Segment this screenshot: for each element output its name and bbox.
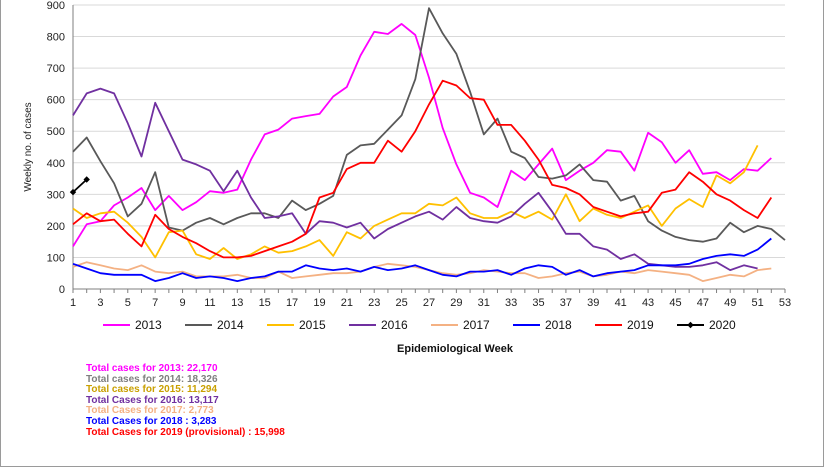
x-tick-label: 19 bbox=[313, 297, 325, 309]
x-tick-label: 23 bbox=[368, 297, 380, 309]
legend-label-2019: 2019 bbox=[627, 318, 654, 332]
legend-label-2016: 2016 bbox=[381, 318, 408, 332]
total-line: Total Cases for 2016: 13,117 bbox=[86, 394, 219, 406]
y-tick-label: 900 bbox=[47, 0, 65, 12]
x-tick-label: 21 bbox=[341, 297, 353, 309]
x-tick-label: 39 bbox=[587, 297, 599, 309]
y-tick-label: 500 bbox=[47, 126, 65, 138]
total-line: Total Cases for 2019 (provisional) : 15,… bbox=[86, 426, 285, 438]
x-tick-label: 3 bbox=[97, 297, 103, 309]
x-tick-label: 7 bbox=[152, 297, 158, 309]
legend: 2013 2014 2015 2016 2017 2018 2019 2020 bbox=[103, 318, 736, 332]
total-line: Total cases for 2015: 11,294 bbox=[86, 384, 218, 396]
x-tick-labels: 1 3 5 7 9 11 13 15 17 19 21 23 25 27 29 31 33 35 37 39 41 43 4… bbox=[70, 297, 791, 309]
legend-label-2018: 2018 bbox=[545, 318, 572, 332]
legend-label-2013: 2013 bbox=[135, 318, 162, 332]
x-tick-label: 13 bbox=[231, 297, 243, 309]
gridlines bbox=[73, 4, 785, 258]
x-tick-label: 1 bbox=[70, 297, 76, 309]
x-tick-label: 15 bbox=[259, 297, 271, 309]
x-tick-label: 53 bbox=[779, 297, 791, 309]
x-tick-label: 47 bbox=[697, 297, 709, 309]
x-tick-label: 17 bbox=[286, 297, 298, 309]
x-tick-label: 11 bbox=[204, 297, 215, 309]
x-axis-label: Epidemiological Week bbox=[397, 343, 514, 355]
legend-marker-2020 bbox=[687, 321, 694, 329]
x-tick-label: 25 bbox=[395, 297, 407, 309]
x-tick-label: 27 bbox=[423, 297, 435, 309]
x-tick-label: 41 bbox=[615, 297, 627, 309]
y-tick-label: 600 bbox=[47, 95, 65, 107]
x-tick-label: 33 bbox=[505, 297, 517, 309]
total-line: Total cases for 2013: 22,170 bbox=[86, 363, 218, 374]
x-tick-label: 37 bbox=[560, 297, 572, 309]
total-line: Total Cases for 2017: 2,773 bbox=[86, 405, 214, 417]
series-line-2013 bbox=[72, 22, 772, 247]
y-tick-label: 400 bbox=[47, 158, 65, 170]
legend-label-2014: 2014 bbox=[217, 318, 244, 332]
x-tick-label: 5 bbox=[125, 297, 131, 309]
y-tick-label: 800 bbox=[47, 32, 65, 44]
series-line-2019 bbox=[72, 79, 773, 259]
series-marker-2020 bbox=[69, 188, 77, 196]
totals-summary: Total cases for 2013: 22,170 Total cases … bbox=[86, 363, 285, 438]
x-tick-label: 29 bbox=[450, 297, 462, 309]
y-tick-label: 100 bbox=[47, 252, 65, 264]
x-tick-label: 43 bbox=[642, 297, 654, 309]
x-tick-label: 9 bbox=[179, 297, 185, 309]
axes bbox=[72, 5, 786, 293]
legend-label-2020: 2020 bbox=[709, 318, 736, 332]
y-tick-label: 700 bbox=[47, 63, 65, 75]
legend-label-2017: 2017 bbox=[463, 318, 490, 332]
total-line: Total Cases for 2018 : 3,283 bbox=[86, 415, 217, 427]
y-axis-label: Weekly no. of cases bbox=[23, 102, 34, 191]
x-tick-label: 35 bbox=[532, 297, 544, 309]
y-tick-label: 0 bbox=[59, 284, 65, 296]
x-tick-label: 31 bbox=[478, 297, 490, 309]
series-line-2016 bbox=[72, 87, 758, 272]
x-tick-label: 45 bbox=[669, 297, 681, 309]
series-line-2014 bbox=[72, 7, 786, 243]
series-marker-2020 bbox=[83, 176, 90, 183]
series-lines bbox=[69, 7, 786, 283]
x-tick-label: 51 bbox=[751, 297, 763, 309]
series-line-2018 bbox=[72, 237, 772, 283]
x-tick-label: 49 bbox=[724, 297, 736, 309]
y-tick-label: 300 bbox=[47, 189, 65, 201]
series-line-2020 bbox=[72, 178, 88, 193]
legend-label-2015: 2015 bbox=[299, 318, 326, 332]
total-line: Total cases for 2014: 18,326 bbox=[86, 373, 218, 385]
y-tick-label: 200 bbox=[47, 221, 65, 233]
y-tick-labels: 0 100 200 300 400 500 600 700 800 900 bbox=[47, 0, 65, 296]
